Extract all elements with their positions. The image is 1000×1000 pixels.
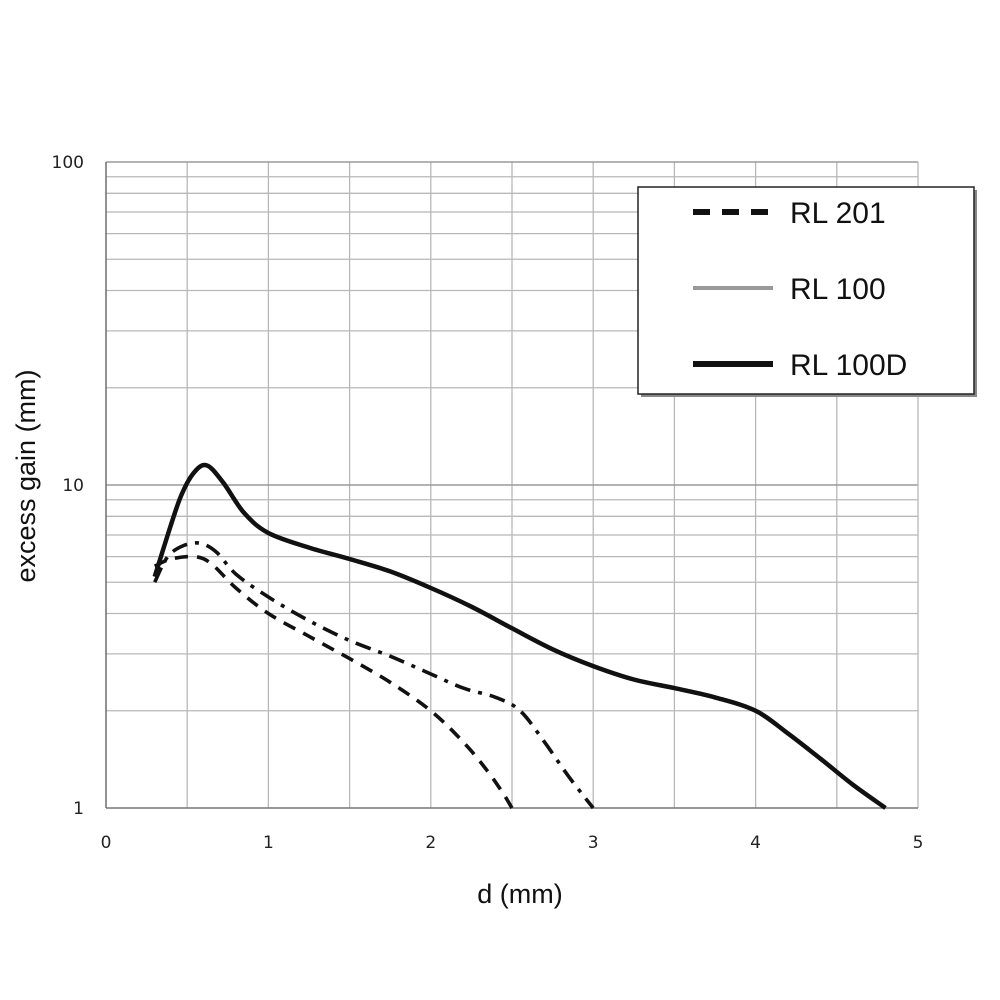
series-line-rl-201 <box>153 554 514 809</box>
x-tick-label: 0 <box>101 833 112 853</box>
series-line-rl-100d <box>152 462 887 810</box>
legend: RL 201 RL 100 RL 100D <box>637 186 977 397</box>
legend-label-rl-201: RL 201 <box>790 197 886 230</box>
y-axis-label: excess gain (mm) <box>11 369 41 582</box>
x-tick-label: 5 <box>913 833 924 853</box>
legend-box <box>637 186 975 395</box>
x-axis-label: d (mm) <box>477 879 562 909</box>
y-tick-label: 1 <box>73 799 84 819</box>
series-layer <box>152 462 887 810</box>
x-tick-label: 4 <box>750 833 761 853</box>
x-tick-label: 2 <box>425 833 436 853</box>
legend-label-rl-100d: RL 100D <box>790 349 907 382</box>
x-tick-label: 3 <box>588 833 599 853</box>
series-line-rl-100 <box>153 541 595 810</box>
y-tick-label: 10 <box>62 476 84 496</box>
x-tick-label: 1 <box>263 833 274 853</box>
y-tick-label: 100 <box>52 153 84 173</box>
legend-label-rl-100: RL 100 <box>790 273 886 306</box>
